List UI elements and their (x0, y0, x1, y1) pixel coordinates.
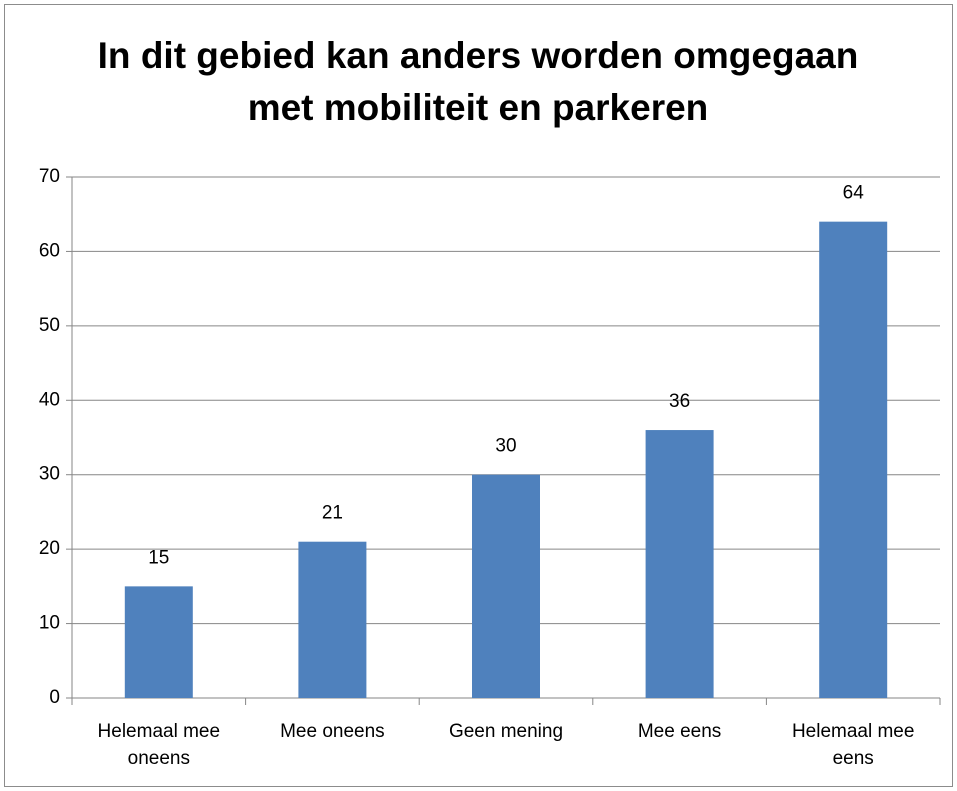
data-label: 64 (843, 183, 865, 204)
data-label: 21 (322, 503, 343, 524)
y-tick-label: 20 (39, 538, 60, 559)
y-tick-label: 30 (39, 464, 60, 485)
chart-title: In dit gebied kan anders worden omgegaan… (97, 35, 859, 128)
x-tick-label: Mee oneens (280, 721, 385, 742)
x-tick-label: Helemaal mee eens (791, 721, 915, 769)
bar (819, 221, 888, 698)
data-label: 15 (148, 547, 169, 568)
data-label: 36 (669, 391, 690, 412)
x-tick-label: Geen mening (448, 721, 564, 742)
bar (645, 430, 714, 698)
y-tick-label: 60 (39, 240, 60, 261)
y-tick-label: 50 (39, 315, 60, 336)
x-tick-label: Helemaal mee oneens (97, 721, 221, 769)
y-tick-label: 0 (49, 687, 60, 708)
data-label: 30 (495, 436, 516, 457)
bar (298, 541, 367, 698)
y-tick-label: 70 (39, 166, 60, 187)
bar (472, 474, 540, 698)
bar (124, 586, 193, 698)
x-tick-label: Mee eens (637, 721, 722, 742)
y-tick-label: 40 (39, 389, 60, 410)
y-tick-label: 10 (39, 613, 60, 634)
